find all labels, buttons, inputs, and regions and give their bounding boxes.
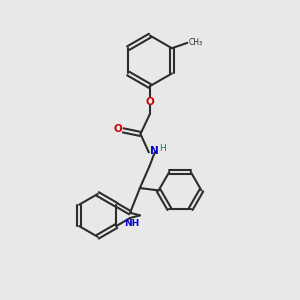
- Text: NH: NH: [124, 219, 139, 228]
- Text: CH₃: CH₃: [189, 38, 203, 47]
- Text: N: N: [150, 146, 159, 157]
- Text: O: O: [113, 124, 122, 134]
- Text: O: O: [146, 98, 154, 107]
- Text: H: H: [159, 144, 166, 153]
